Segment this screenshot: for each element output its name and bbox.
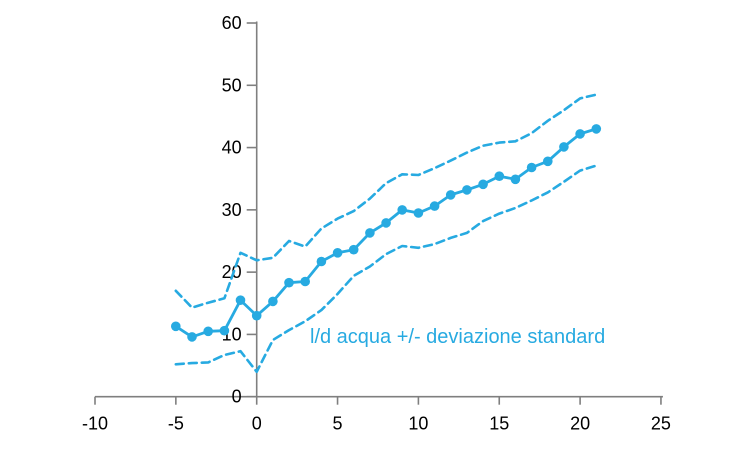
series-media-marker [300, 276, 311, 287]
series-media-marker [365, 228, 375, 238]
series-media-marker [284, 277, 294, 288]
x-tick-label: -5 [168, 414, 184, 434]
x-tick-label: -10 [82, 414, 108, 434]
series-media-marker [219, 325, 230, 336]
series-media-line [174, 127, 598, 339]
y-tick-label: 60 [222, 13, 242, 33]
series-media-marker [526, 162, 537, 173]
series-media-marker [397, 205, 408, 215]
chart-annotation: l/d acqua +/- deviazione standard [310, 326, 606, 348]
series-media-marker [478, 179, 488, 190]
series-media-marker [494, 171, 505, 181]
series-media-marker [268, 296, 278, 307]
series-media-marker [235, 295, 246, 306]
y-tick-label: 40 [222, 138, 242, 158]
x-tick-label: 5 [333, 414, 343, 434]
series-media-marker [462, 185, 472, 195]
x-tick-label: 15 [489, 414, 509, 434]
series-media-marker [171, 321, 181, 332]
x-tick-label: 10 [408, 414, 428, 434]
series-media-marker [332, 248, 343, 258]
series-media-marker [445, 190, 456, 200]
series-media-marker [510, 174, 521, 185]
series-media-marker [559, 142, 569, 152]
series-media-marker [543, 156, 553, 167]
x-tick-label: 20 [570, 414, 590, 434]
x-tick-label: 25 [651, 414, 671, 434]
series-media-marker [591, 124, 602, 134]
series-media-marker [203, 326, 213, 337]
series-lower-sd-line [174, 164, 598, 374]
series-media-marker [348, 244, 359, 255]
y-tick-label: 50 [222, 75, 242, 95]
series-upper-sd-line [174, 93, 598, 309]
x-tick-label: 0 [252, 414, 262, 434]
series-media-marker [251, 310, 262, 321]
series-media-marker [187, 332, 197, 342]
series-media-marker [429, 201, 440, 211]
series-media-marker [413, 208, 424, 218]
series-media-marker [381, 218, 391, 228]
series-media-marker [575, 129, 585, 139]
series-media-marker [316, 256, 327, 267]
y-tick-label: 30 [222, 200, 242, 220]
y-tick-label: 0 [232, 387, 242, 407]
